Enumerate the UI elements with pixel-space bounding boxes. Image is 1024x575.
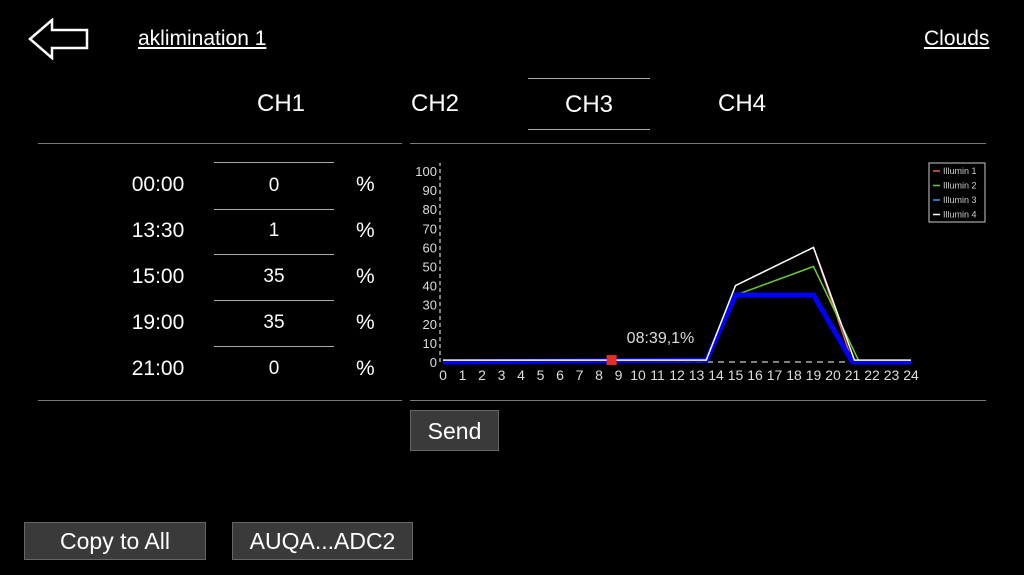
y-tick-label: 90: [423, 183, 437, 198]
x-tick-label: 18: [786, 367, 802, 383]
x-tick-label: 2: [478, 367, 486, 383]
percent-input[interactable]: 35: [214, 300, 334, 347]
x-tick-label: 11: [650, 367, 665, 383]
time-value[interactable]: 13:30: [131, 219, 185, 242]
schedule-row: 15:00 35 %: [38, 254, 408, 301]
schedule-row: 21:00 0 %: [38, 346, 408, 392]
x-tick-label: 13: [689, 367, 705, 383]
schedule-row: 13:30 1 %: [38, 208, 408, 255]
y-tick-label: 40: [423, 279, 437, 294]
y-tick-label: 30: [423, 298, 437, 313]
legend: [928, 162, 986, 223]
x-tick-label: 0: [439, 367, 447, 383]
legend-label: Illumin 3: [943, 195, 977, 205]
tab-ch1[interactable]: CH1: [256, 90, 305, 117]
y-tick-label: 20: [423, 317, 437, 332]
device-button[interactable]: AUQA...ADC2: [232, 522, 413, 560]
series-line-2: [735, 265, 860, 361]
x-tick-label: 16: [747, 367, 763, 383]
y-tick-label: 10: [423, 336, 437, 351]
x-tick-label: 14: [708, 367, 724, 383]
x-tick-label: 17: [767, 367, 783, 383]
tab-ch2[interactable]: CH2: [410, 90, 459, 117]
x-tick-label: 5: [537, 367, 545, 383]
y-tick-label: 100: [415, 164, 437, 179]
x-tick-label: 3: [498, 367, 506, 383]
x-tick-label: 22: [864, 367, 880, 383]
x-tick-label: 12: [669, 367, 685, 383]
percent-unit: %: [356, 311, 375, 334]
light-chart: 0 1 2 3 4 5 6 7 8 9 10 11 12 13 14 15 16 17 18 19 20 21 22 23 24…: [415, 162, 986, 383]
clouds-link[interactable]: Clouds: [924, 27, 990, 50]
x-tick-label: 7: [576, 367, 584, 383]
schedule-row: 00:00 0 %: [38, 162, 408, 210]
y-tick-label: 70: [423, 221, 437, 236]
x-tick-label: 9: [615, 367, 623, 383]
y-tick-label: 80: [423, 202, 437, 217]
time-value[interactable]: 15:00: [131, 265, 185, 288]
arrow-left-icon: [28, 17, 89, 61]
percent-input[interactable]: 0: [214, 162, 334, 210]
x-tick-label: 24: [903, 367, 919, 383]
y-tick-label: 50: [423, 260, 437, 275]
time-marker: [606, 355, 617, 366]
back-button[interactable]: [28, 17, 90, 61]
y-tick-label: 60: [423, 240, 437, 255]
percent-unit: %: [356, 173, 375, 196]
x-tick-label: 8: [595, 367, 603, 383]
copy-to-all-button[interactable]: Copy to All: [24, 522, 206, 560]
schedule-panel: 00:00 0 % 13:30 1 % 15:00 35 % 19:00 35 % 21…: [38, 143, 402, 401]
x-tick-label: 20: [825, 367, 841, 383]
legend-label: Illumin 2: [943, 181, 977, 191]
schedule-row: 19:00 35 %: [38, 300, 408, 347]
x-tick-label: 4: [517, 367, 525, 383]
percent-unit: %: [356, 265, 375, 288]
series-line-4: [443, 246, 911, 361]
x-tick-label: 23: [884, 367, 900, 383]
legend-label: Illumin 4: [943, 210, 977, 220]
y-tick-label: 0: [430, 355, 437, 370]
x-tick-label: 6: [556, 367, 564, 383]
send-button[interactable]: Send: [410, 410, 499, 451]
tab-ch4[interactable]: CH4: [717, 90, 766, 117]
x-tick-label: 15: [728, 367, 744, 383]
percent-input[interactable]: 1: [214, 208, 334, 255]
time-value[interactable]: 21:00: [131, 357, 185, 380]
x-tick-label: 21: [845, 367, 861, 383]
percent-input[interactable]: 35: [214, 254, 334, 301]
x-tick-label: 19: [806, 367, 822, 383]
chart-panel: 0 1 2 3 4 5 6 7 8 9 10 11 12 13 14 15 16 17 18 19 20 21 22 23 24…: [410, 143, 986, 401]
time-value[interactable]: 19:00: [131, 311, 185, 334]
time-value[interactable]: 00:00: [131, 173, 185, 196]
percent-input[interactable]: 0: [268, 358, 280, 379]
x-tick-label: 1: [459, 367, 467, 383]
tab-ch3[interactable]: CH3: [528, 78, 650, 130]
x-tick-label: 10: [630, 367, 646, 383]
marker-label: 08:39,1%: [627, 330, 695, 347]
percent-unit: %: [356, 219, 375, 242]
profile-title-link[interactable]: aklimination 1: [138, 27, 267, 50]
legend-label: Illumin 1: [943, 166, 977, 176]
percent-unit: %: [356, 357, 375, 380]
